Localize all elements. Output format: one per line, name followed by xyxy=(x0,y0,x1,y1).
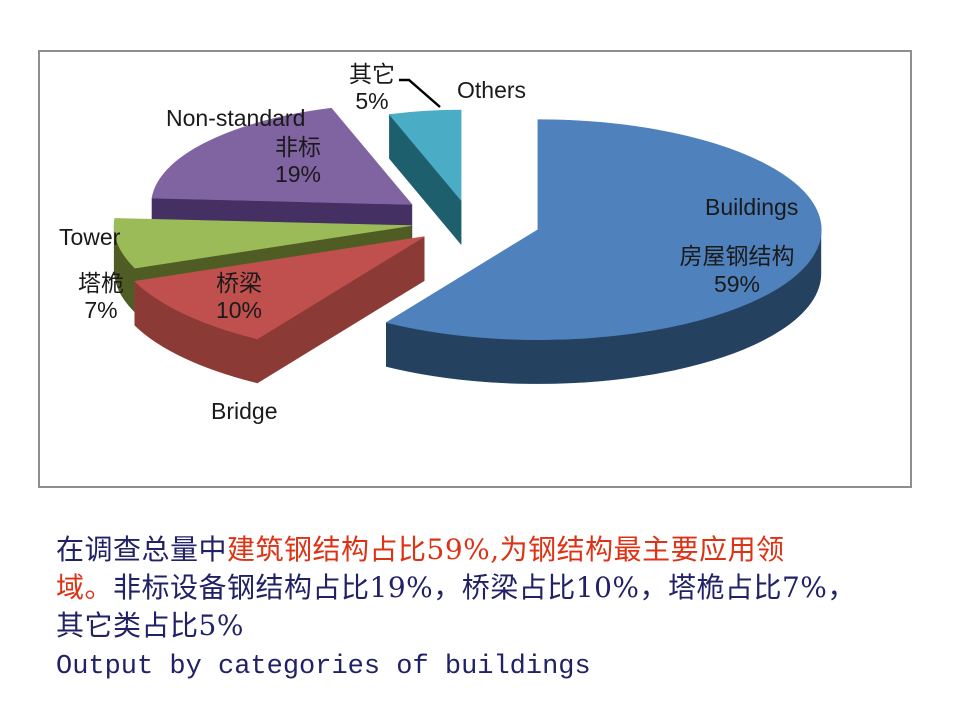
label-buildings-cn-pct: 59% xyxy=(713,271,761,297)
label-bridge-en: Bridge xyxy=(211,398,278,424)
label-buildings-en: Buildings xyxy=(705,194,799,220)
label-non-standard-cn-pct: 19% xyxy=(274,161,322,187)
body-text-segment: 其它类占比5% xyxy=(56,609,244,642)
label-bridge-cn-name: 桥梁 xyxy=(215,270,262,296)
body-text-segment: 建筑钢结构占比59%,为钢结构最主要应用领 xyxy=(227,533,785,566)
label-tower-cn: 塔桅 7% xyxy=(78,270,124,324)
body-text-line: 域。非标设备钢结构占比19%，桥梁占比10%，塔桅占比7%， xyxy=(56,569,926,607)
body-text-segment: Output by categories of buildings xyxy=(56,652,591,682)
label-others-cn-pct: 5% xyxy=(355,88,389,114)
label-others-en: Others xyxy=(457,77,527,103)
label-non-standard-cn-name: 非标 xyxy=(274,134,321,160)
body-text-segment: 在调查总量中 xyxy=(56,533,228,566)
label-others-cn-name: 其它 xyxy=(349,61,395,87)
slide-body-text: 在调查总量中建筑钢结构占比59%,为钢结构最主要应用领 域。非标设备钢结构占比19… xyxy=(56,531,926,686)
label-non-standard-cn: 非标 19% xyxy=(275,134,321,188)
label-buildings-cn-name: 房屋钢结构 xyxy=(679,243,795,269)
body-text-segment: 域。 xyxy=(56,571,114,604)
body-text-line: 其它类占比5% xyxy=(56,607,926,645)
label-non-standard-en: Non-standard xyxy=(166,105,306,131)
label-bridge-cn-pct: 10% xyxy=(215,297,263,323)
label-buildings-cn: 房屋钢结构 59% xyxy=(680,242,795,298)
body-text-line: Output by categories of buildings xyxy=(56,645,926,686)
body-text-segment: 非标设备钢结构占比19%，桥梁占比10%，塔桅占比7%， xyxy=(113,571,856,604)
label-tower-cn-pct: 7% xyxy=(84,297,118,323)
label-others-cn: 其它 5% xyxy=(349,61,395,115)
label-bridge-cn: 桥梁 10% xyxy=(216,270,262,324)
label-tower-cn-name: 塔桅 xyxy=(78,270,124,296)
body-text-line: 在调查总量中建筑钢结构占比59%,为钢结构最主要应用领 xyxy=(56,531,926,569)
label-tower-en: Tower xyxy=(59,224,121,250)
